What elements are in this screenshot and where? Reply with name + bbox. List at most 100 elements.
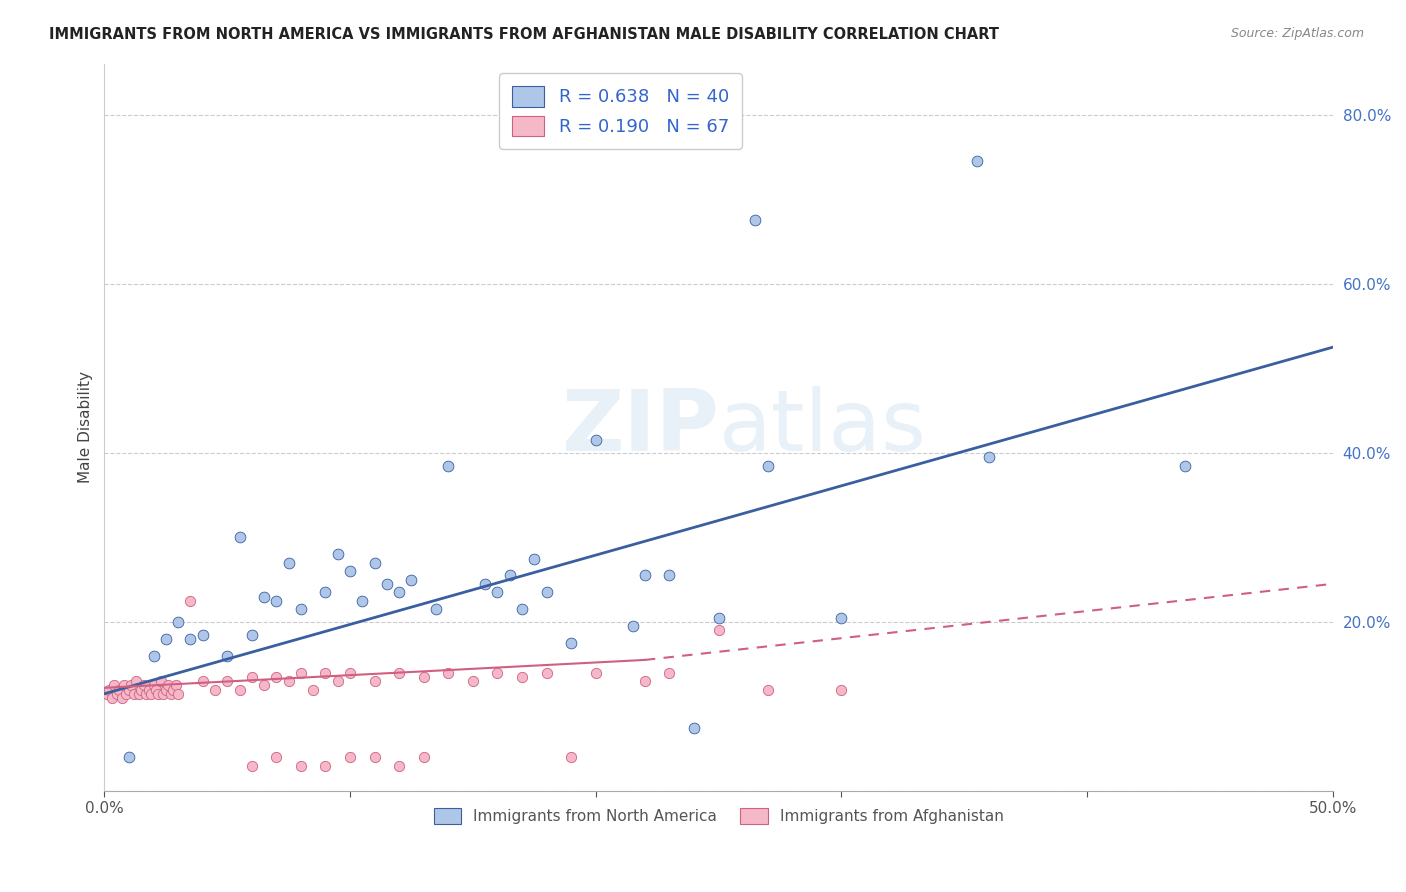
Point [149, 674, 172, 689]
Point [240, 670, 263, 684]
Point [315, 585, 337, 599]
Point [191, 627, 214, 641]
Point [352, 594, 374, 608]
Point [707, 610, 730, 624]
Point [118, 750, 141, 764]
Point [388, 585, 411, 599]
Point [401, 573, 423, 587]
Point [830, 682, 852, 697]
Point [277, 556, 299, 570]
Point [634, 568, 657, 582]
Point [474, 577, 496, 591]
Point [191, 674, 214, 689]
Point [100, 690, 122, 705]
Point [326, 674, 349, 689]
Y-axis label: Male Disability: Male Disability [79, 371, 93, 483]
Point [560, 636, 582, 650]
Point [425, 602, 447, 616]
Legend: Immigrants from North America, Immigrants from Afghanistan: Immigrants from North America, Immigrant… [427, 802, 1010, 830]
Point [165, 678, 187, 692]
Text: ZIP: ZIP [561, 386, 718, 469]
Point [135, 687, 157, 701]
Point [412, 670, 434, 684]
Point [536, 585, 558, 599]
Point [110, 690, 132, 705]
Point [115, 687, 138, 701]
Point [830, 610, 852, 624]
Point [204, 682, 226, 697]
Point [167, 687, 190, 701]
Point [103, 678, 125, 692]
Point [129, 682, 152, 697]
Point [302, 682, 325, 697]
Point [108, 682, 131, 697]
Point [240, 627, 263, 641]
Point [290, 665, 312, 680]
Point [437, 665, 460, 680]
Point [339, 564, 361, 578]
Point [132, 678, 155, 692]
Point [217, 674, 239, 689]
Point [486, 585, 509, 599]
Point [277, 674, 299, 689]
Point [536, 665, 558, 680]
Point [658, 568, 681, 582]
Point [148, 687, 170, 701]
Point [966, 154, 988, 169]
Point [658, 665, 681, 680]
Point [138, 682, 160, 697]
Point [326, 547, 349, 561]
Point [142, 678, 165, 692]
Point [756, 682, 779, 697]
Point [437, 458, 460, 473]
Point [510, 670, 533, 684]
Point [155, 682, 177, 697]
Point [228, 530, 250, 544]
Point [120, 678, 142, 692]
Text: Source: ZipAtlas.com: Source: ZipAtlas.com [1230, 27, 1364, 40]
Point [510, 602, 533, 616]
Point [412, 750, 434, 764]
Point [228, 682, 250, 697]
Point [621, 619, 644, 633]
Point [155, 632, 177, 646]
Point [339, 750, 361, 764]
Point [253, 590, 276, 604]
Point [585, 665, 607, 680]
Point [315, 665, 337, 680]
Point [118, 682, 141, 697]
Point [388, 758, 411, 772]
Text: atlas: atlas [718, 386, 927, 469]
Point [388, 665, 411, 680]
Point [112, 678, 135, 692]
Point [142, 648, 165, 663]
Point [756, 458, 779, 473]
Point [707, 624, 730, 638]
Point [152, 687, 174, 701]
Text: IMMIGRANTS FROM NORTH AMERICA VS IMMIGRANTS FROM AFGHANISTAN MALE DISABILITY COR: IMMIGRANTS FROM NORTH AMERICA VS IMMIGRA… [49, 27, 1000, 42]
Point [139, 687, 162, 701]
Point [253, 678, 276, 692]
Point [266, 594, 288, 608]
Point [179, 632, 201, 646]
Point [744, 213, 766, 227]
Point [486, 665, 509, 680]
Point [157, 678, 180, 692]
Point [363, 556, 385, 570]
Point [145, 682, 167, 697]
Point [240, 758, 263, 772]
Point [363, 750, 385, 764]
Point [315, 758, 337, 772]
Point [634, 674, 657, 689]
Point [162, 682, 184, 697]
Point [105, 687, 128, 701]
Point [339, 665, 361, 680]
Point [96, 687, 118, 701]
Point [683, 721, 706, 735]
Point [179, 594, 201, 608]
Point [98, 682, 121, 697]
Point [290, 758, 312, 772]
Point [523, 551, 546, 566]
Point [266, 670, 288, 684]
Point [125, 674, 148, 689]
